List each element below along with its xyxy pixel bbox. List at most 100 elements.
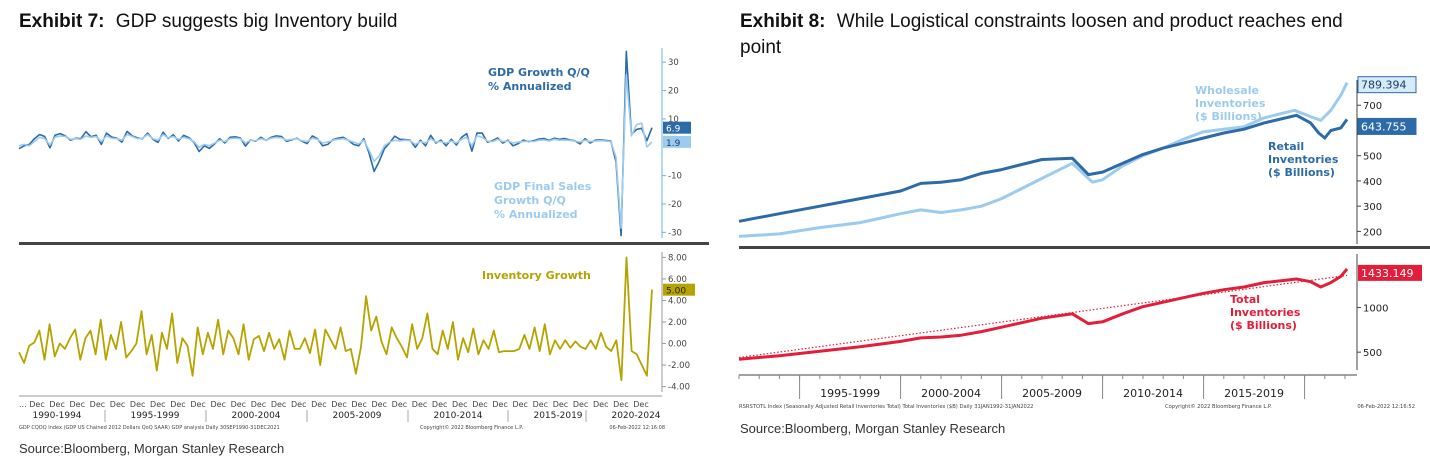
- bottom-y-tick-label: 2.00: [668, 318, 687, 328]
- bottom-y-tick-label: 8.00: [668, 253, 687, 263]
- x-tick-dec: Dec: [210, 400, 225, 409]
- right-top-y-tick-label: 400: [1363, 177, 1382, 188]
- x-tick-dec: Dec: [412, 400, 427, 409]
- top-y-tick-label: 20: [668, 87, 679, 97]
- right-footer-copyright: Copyright© 2022 Bloomberg Finance L.P.: [1165, 403, 1272, 410]
- retail-annotation: Inventories: [1268, 153, 1339, 166]
- gdp-final-annotation: GDP Final Sales: [494, 180, 592, 193]
- wholesale-badge: 789.394: [1361, 79, 1407, 92]
- x-tick-dec: Dec: [150, 400, 165, 409]
- gdp-final-badge: 1.9: [666, 139, 681, 149]
- exhibit-8-source: Source:Bloomberg, Morgan Stanley Researc…: [740, 421, 1005, 436]
- exhibit-8-title: Exhibit 8: While Logistical constraints …: [740, 9, 1343, 61]
- right-x-period-label: 2015-2019: [1224, 387, 1284, 400]
- x-period-label: 2020-2024: [611, 411, 660, 421]
- gdp-final-annotation: % Annualized: [494, 208, 578, 221]
- x-tick-dec: Dec: [170, 400, 185, 409]
- x-period-label: 1990-1994: [32, 411, 81, 421]
- right-top-y-tick-label: 200: [1363, 227, 1382, 238]
- gdp-growth-annotation: % Annualized: [488, 80, 572, 93]
- inventory-badge: 5.00: [666, 287, 686, 297]
- x-tick-dec: Dec: [90, 400, 105, 409]
- x-tick-dec: Dec: [573, 400, 588, 409]
- bottom-y-tick-label: -4.00: [668, 383, 690, 393]
- x-period-label: 2000-2004: [231, 411, 280, 421]
- x-tick-dec: Dec: [130, 400, 145, 409]
- x-period-label: 2015-2019: [533, 411, 582, 421]
- chart-footer-date: 06-Feb-2022 12:16:08: [609, 425, 665, 431]
- exhibit-7-title: Exhibit 7: GDP suggests big Inventory bu…: [19, 9, 397, 35]
- right-x-period-label: 2010-2014: [1123, 387, 1183, 400]
- total-annotation: Inventories: [1230, 306, 1301, 319]
- exhibit-8-caption-line1: While Logistical constraints loosen and …: [837, 11, 1343, 32]
- gdp-growth-badge: 6.9: [666, 125, 681, 135]
- gdp-growth-annotation: GDP Growth Q/Q: [488, 66, 590, 79]
- right-x-period-label: 2000-2004: [921, 387, 981, 400]
- right-footer-left: RSRSTOTL Index (Seasonally Adjusted Reta…: [739, 404, 1033, 410]
- chart-footer-copyright: Copyright© 2022 Bloomberg Finance L.P.: [420, 424, 523, 431]
- x-tick-dec: Dec: [633, 400, 648, 409]
- right-top-y-tick-label: 300: [1363, 202, 1382, 213]
- x-tick-dec: Dec: [190, 400, 205, 409]
- exhibit-7-panel: Exhibit 7: GDP suggests big Inventory bu…: [0, 0, 715, 461]
- exhibit-7-number: Exhibit 7:: [19, 11, 105, 32]
- x-tick-dec: Dec: [291, 400, 306, 409]
- x-tick-dec: Dec: [70, 400, 85, 409]
- retail-annotation: Retail: [1268, 140, 1304, 153]
- x-tick-dec: Dec: [533, 400, 548, 409]
- right-bottom-y-tick-label: 1000: [1363, 304, 1388, 315]
- bottom-y-tick-label: 0.00: [668, 340, 687, 350]
- top-y-tick-label: 30: [668, 58, 679, 68]
- x-tick-dec: Dec: [593, 400, 608, 409]
- panel-divider: [19, 242, 709, 245]
- wholesale-annotation: Wholesale: [1195, 84, 1259, 97]
- gdp-final-annotation: Growth Q/Q: [494, 194, 566, 207]
- x-tick-dec: Dec: [231, 400, 246, 409]
- x-tick-dec: Dec: [472, 400, 487, 409]
- right-panel-divider: [739, 246, 1430, 249]
- x-tick-dec: Dec: [331, 400, 346, 409]
- x-tick-dec: Dec: [432, 400, 447, 409]
- top-y-tick-label: -20: [668, 200, 682, 210]
- x-period-label: 2005-2009: [332, 411, 381, 421]
- x-tick-dec: Dec: [311, 400, 326, 409]
- retail-badge: 643.755: [1361, 120, 1407, 133]
- exhibit-8-chart: 200300400500600700789.394643.755Wholesal…: [725, 72, 1430, 432]
- x-tick-dec: Dec: [392, 400, 407, 409]
- x-tick-dec: Dec: [351, 400, 366, 409]
- exhibit-8-panel: Exhibit 8: While Logistical constraints …: [725, 0, 1430, 461]
- x-tick-dec: Dec: [492, 400, 507, 409]
- x-period-label: 2010-2014: [433, 411, 482, 421]
- right-top-y-tick-label: 700: [1363, 101, 1382, 112]
- retail-annotation: ($ Billions): [1268, 166, 1335, 179]
- x-tick-dec: Dec: [110, 400, 125, 409]
- top-y-tick-label: -10: [668, 172, 682, 182]
- bottom-y-tick-label: 6.00: [668, 275, 687, 285]
- exhibit-7-source: Source:Bloomberg, Morgan Stanley Researc…: [19, 441, 284, 456]
- x-tick-dec: Dec: [452, 400, 467, 409]
- x-tick-dec: Dec: [613, 400, 628, 409]
- chart-footer-left: GDP CQOQ Index (GDP US Chained 2012 Doll…: [19, 425, 280, 431]
- right-x-period-label: 2005-2009: [1022, 387, 1082, 400]
- x-tick-dec: Dec: [372, 400, 387, 409]
- right-x-period-label: 1995-1999: [820, 387, 880, 400]
- right-top-y-tick-label: 500: [1363, 152, 1382, 163]
- total-badge: 1433.149: [1361, 267, 1414, 280]
- inventory-growth-annotation: Inventory Growth: [482, 269, 591, 282]
- x-tick-dec: Dec: [29, 400, 44, 409]
- x-tick-dec: Dec: [512, 400, 527, 409]
- x-tick-dec: Dec: [251, 400, 266, 409]
- wholesale-annotation: ($ Billions): [1195, 110, 1262, 123]
- x-tick-dec: Dec: [49, 400, 64, 409]
- right-bottom-y-tick-label: 500: [1363, 348, 1382, 359]
- bottom-y-tick-label: 4.00: [668, 296, 687, 306]
- right-footer-date: 06-Feb-2022 12:16:52: [1357, 404, 1415, 410]
- x-tick-dec: Dec: [271, 400, 286, 409]
- exhibit-8-number: Exhibit 8:: [740, 11, 826, 32]
- wholesale-annotation: Inventories: [1195, 97, 1266, 110]
- x-period-label: 1995-1999: [130, 411, 179, 421]
- bottom-y-tick-label: -2.00: [668, 361, 690, 371]
- total-annotation: ($ Billions): [1230, 319, 1297, 332]
- x-axis-ellipsis: ...: [19, 400, 27, 409]
